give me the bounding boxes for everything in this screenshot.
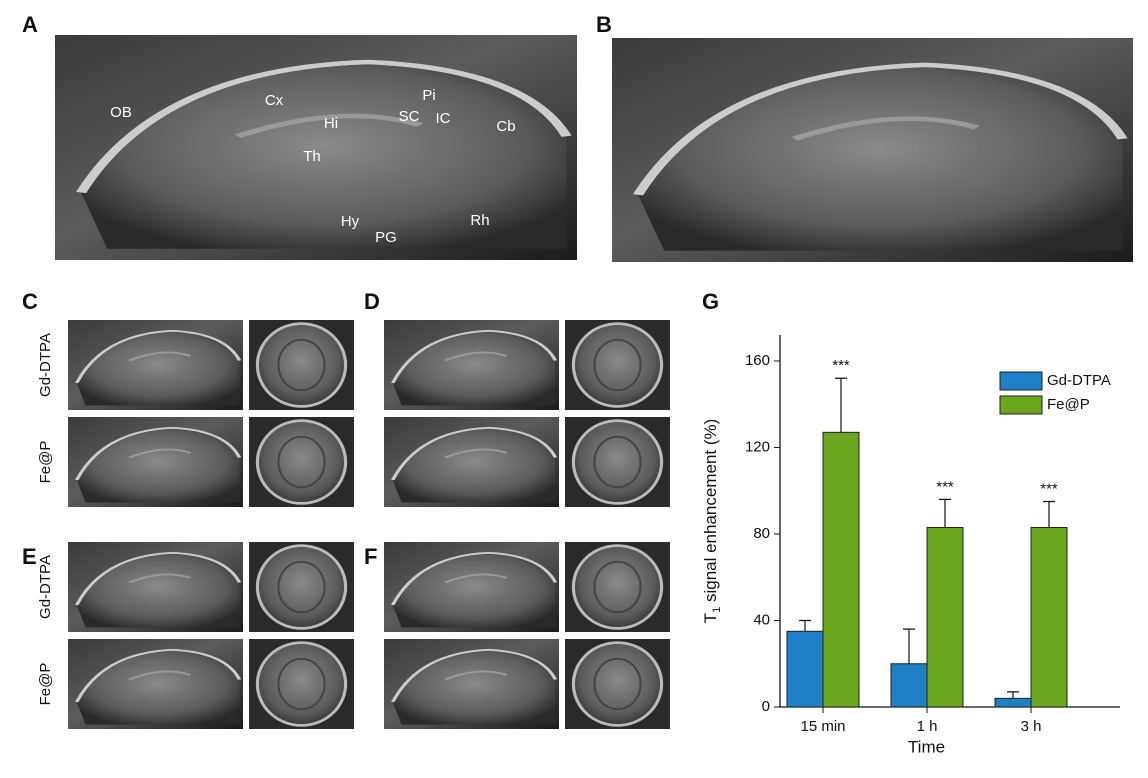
mri-sagittal [68, 417, 243, 507]
significance-label: *** [832, 357, 850, 374]
mri-image [384, 320, 559, 410]
region-label: PG [375, 229, 397, 246]
bar [786, 630, 824, 708]
panel-label: C [22, 289, 38, 314]
mri-image [565, 639, 670, 729]
mri-image [612, 38, 1133, 262]
region-label: IC [436, 110, 451, 127]
bar [890, 663, 928, 708]
mri-sagittal [68, 542, 243, 632]
bar [1030, 526, 1068, 708]
mri-axial [249, 639, 354, 729]
row-label: Gd-DTPA [37, 333, 54, 397]
mri-image [565, 542, 670, 632]
y-tick-label: 80 [753, 525, 770, 542]
error-bar [939, 498, 951, 528]
mri-sagittal [68, 639, 243, 729]
mri-axial [565, 417, 670, 507]
x-tick-label: 1 h [917, 718, 938, 735]
row-label: Fe@P [37, 663, 54, 706]
bar [994, 697, 1032, 708]
bar [822, 431, 860, 708]
mri-image [68, 639, 243, 729]
region-label: SC [399, 108, 420, 125]
panel-label: A [22, 12, 38, 37]
y-tick-label: 0 [762, 698, 770, 715]
mri-image [384, 417, 559, 507]
x-axis-label: Time [908, 737, 945, 756]
mri-axial [249, 542, 354, 632]
y-axis-label-part: 1 [711, 607, 723, 613]
significance-label: *** [936, 478, 954, 495]
bar-chart: 0 40 80 120 160 15 min *** 1 h *** 3 h *** Gd-DTPA F… [701, 335, 1120, 756]
mri-sagittal [384, 417, 559, 507]
y-axis-label: T1 signal enhancement (%) [701, 419, 722, 624]
mri-image [249, 542, 354, 632]
error-bar [1043, 500, 1055, 528]
region-label: Rh [470, 212, 489, 229]
panel-label: G [702, 289, 719, 314]
x-tick-label: 3 h [1021, 718, 1042, 735]
y-tick-label: 120 [745, 438, 770, 455]
region-label: Cx [265, 92, 284, 109]
image-grid [68, 320, 670, 729]
mri-image [249, 320, 354, 410]
error-bar [903, 628, 915, 664]
legend-swatch [999, 371, 1043, 391]
mri-sagittal [68, 320, 243, 410]
y-tick-label: 160 [745, 352, 770, 369]
mri-image [68, 320, 243, 410]
error-bar [799, 619, 811, 632]
region-label: Cb [496, 118, 515, 135]
mri-axial [249, 417, 354, 507]
mri-axial [565, 639, 670, 729]
legend-label: Fe@P [1047, 396, 1090, 413]
significance-label: *** [1040, 481, 1058, 498]
region-label: OB [110, 104, 132, 121]
panel-label: D [364, 289, 380, 314]
mri-image [249, 639, 354, 729]
region-label: Pi [422, 87, 435, 104]
y-tick-label: 40 [753, 611, 770, 628]
mri-sagittal [384, 542, 559, 632]
panel-label: B [596, 12, 612, 37]
y-axis-label-part: signal enhancement (%) [701, 419, 720, 607]
region-label: Hi [324, 115, 338, 132]
mri-image [384, 639, 559, 729]
x-tick-label: 15 min [800, 718, 845, 735]
y-axis-label-part: T [701, 613, 720, 623]
panel-label: F [364, 544, 377, 569]
row-label: Gd-DTPA [37, 555, 54, 619]
mri-axial [249, 320, 354, 410]
mri-sagittal [384, 320, 559, 410]
mri-image [68, 417, 243, 507]
mri-image [565, 320, 670, 410]
legend-label: Gd-DTPA [1047, 372, 1111, 389]
mri-image [249, 417, 354, 507]
error-bar [835, 377, 847, 433]
error-bar [1007, 691, 1019, 699]
row-label: Fe@P [37, 441, 54, 484]
mri-image [565, 417, 670, 507]
panel-label: E [22, 544, 37, 569]
mri-axial [565, 542, 670, 632]
bar [926, 526, 964, 708]
mri-sagittal [384, 639, 559, 729]
legend-swatch [999, 395, 1043, 415]
mri-image [384, 542, 559, 632]
mri-image [68, 542, 243, 632]
region-label: Th [303, 148, 321, 165]
region-label: Hy [341, 213, 360, 230]
mri-axial [565, 320, 670, 410]
